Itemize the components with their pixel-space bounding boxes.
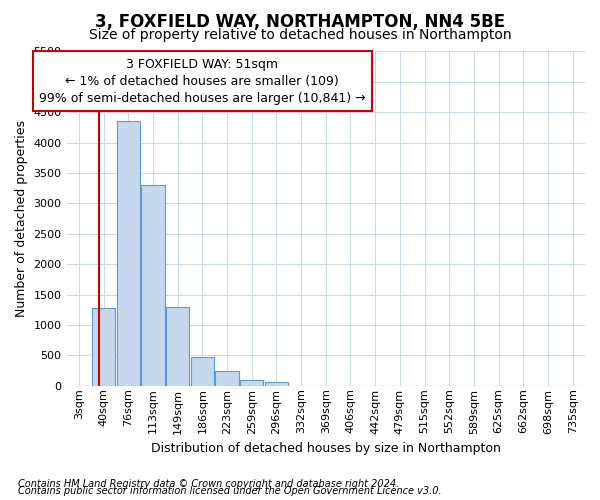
Bar (141, 185, 164, 386)
Text: 3 FOXFIELD WAY: 51sqm
← 1% of detached houses are smaller (109)
99% of semi-deta: 3 FOXFIELD WAY: 51sqm ← 1% of detached h… (39, 58, 365, 104)
X-axis label: Distribution of detached houses by size in Northampton: Distribution of detached houses by size … (151, 442, 501, 455)
Bar (92, 308, 115, 386)
Text: Contains HM Land Registry data © Crown copyright and database right 2024.: Contains HM Land Registry data © Crown c… (18, 479, 399, 489)
Bar (265, 382, 288, 386)
Bar (191, 356, 214, 386)
Text: Contains public sector information licensed under the Open Government Licence v3: Contains public sector information licen… (18, 486, 442, 496)
Y-axis label: Number of detached properties: Number of detached properties (15, 120, 28, 317)
Text: 3, FOXFIELD WAY, NORTHAMPTON, NN4 5BE: 3, FOXFIELD WAY, NORTHAMPTON, NN4 5BE (95, 12, 505, 30)
Bar (215, 371, 239, 386)
Bar (240, 380, 263, 386)
Bar (116, 122, 140, 386)
Bar (166, 307, 190, 386)
Text: Size of property relative to detached houses in Northampton: Size of property relative to detached ho… (89, 28, 511, 42)
